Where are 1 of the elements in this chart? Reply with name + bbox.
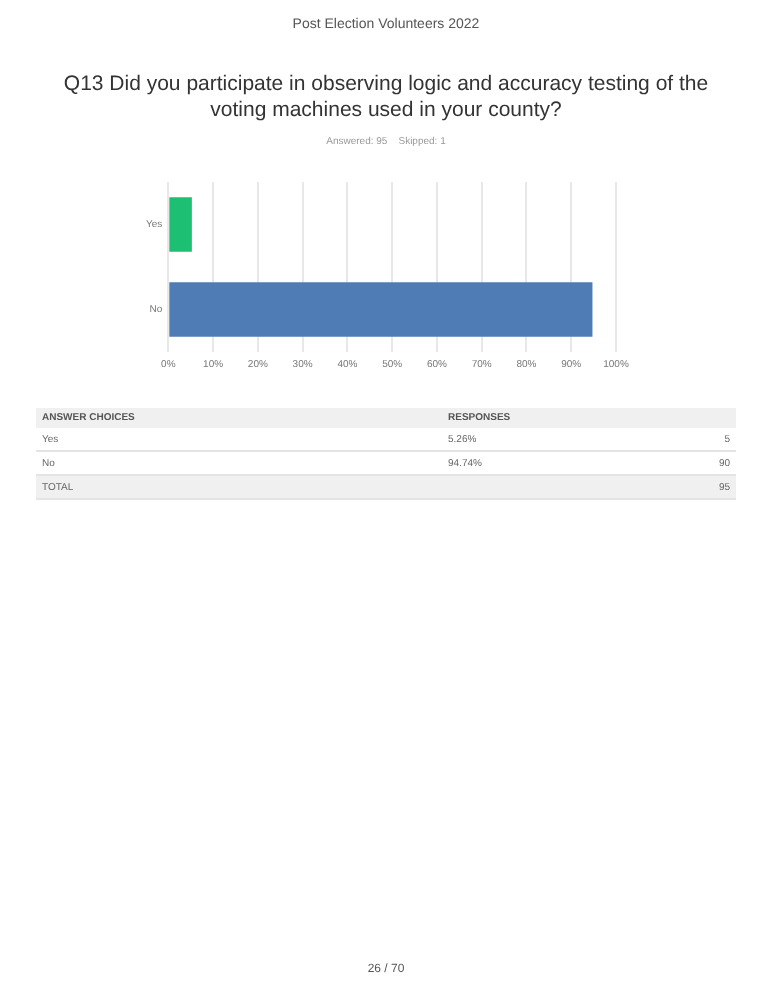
chart-title: Q13 Did you participate in observing logic and accuracy testing of the voting machines used in your county?	[61, 72, 711, 122]
